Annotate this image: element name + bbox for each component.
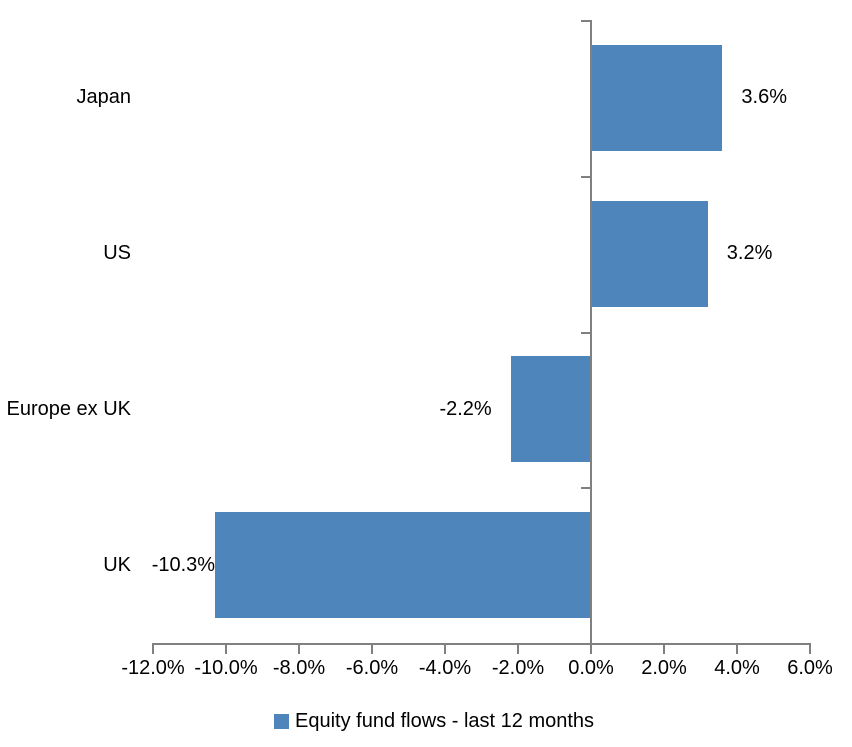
x-axis-line <box>152 643 811 645</box>
x-tick-label: -8.0% <box>272 657 326 679</box>
category-label: UK <box>103 553 131 576</box>
x-axis-tick <box>590 643 592 654</box>
x-axis-tick <box>225 643 227 654</box>
x-axis-tick <box>444 643 446 654</box>
y-axis-tick <box>581 176 590 178</box>
bar-japan <box>591 44 723 151</box>
x-tick-label: -6.0% <box>345 657 399 679</box>
x-axis-tick <box>663 643 665 654</box>
value-label: 3.2% <box>726 242 773 265</box>
category-label: US <box>103 242 131 265</box>
x-tick-label: 4.0% <box>714 657 760 679</box>
legend-label: Equity fund flows - last 12 months <box>295 710 595 732</box>
bar-europe-ex-uk <box>510 356 591 463</box>
x-axis-tick <box>736 643 738 654</box>
y-axis-tick <box>581 20 590 22</box>
x-tick-label: -4.0% <box>418 657 472 679</box>
category-label: Europe ex UK <box>6 397 131 420</box>
legend: Equity fund flows - last 12 months <box>274 710 594 733</box>
value-label: -10.3% <box>151 553 216 576</box>
x-axis-tick <box>517 643 519 654</box>
x-axis-tick <box>371 643 373 654</box>
zero-axis-line <box>590 20 592 645</box>
x-tick-label: 6.0% <box>787 657 833 679</box>
legend-swatch-icon <box>274 714 289 729</box>
x-tick-label: 0.0% <box>568 657 614 679</box>
x-tick-label: -10.0% <box>194 657 258 679</box>
x-tick-label: -12.0% <box>121 657 185 679</box>
category-label: Japan <box>76 86 132 109</box>
bar-uk <box>215 512 591 619</box>
bar-us <box>591 200 708 307</box>
y-axis-tick <box>581 487 590 489</box>
y-axis-tick <box>581 332 590 334</box>
x-tick-label: -2.0% <box>491 657 545 679</box>
x-tick-label: 2.0% <box>641 657 687 679</box>
value-label: -2.2% <box>439 397 492 420</box>
value-label: 3.6% <box>741 86 787 109</box>
x-axis-tick <box>298 643 300 654</box>
x-axis-tick <box>152 643 154 654</box>
x-axis-tick <box>809 643 811 654</box>
